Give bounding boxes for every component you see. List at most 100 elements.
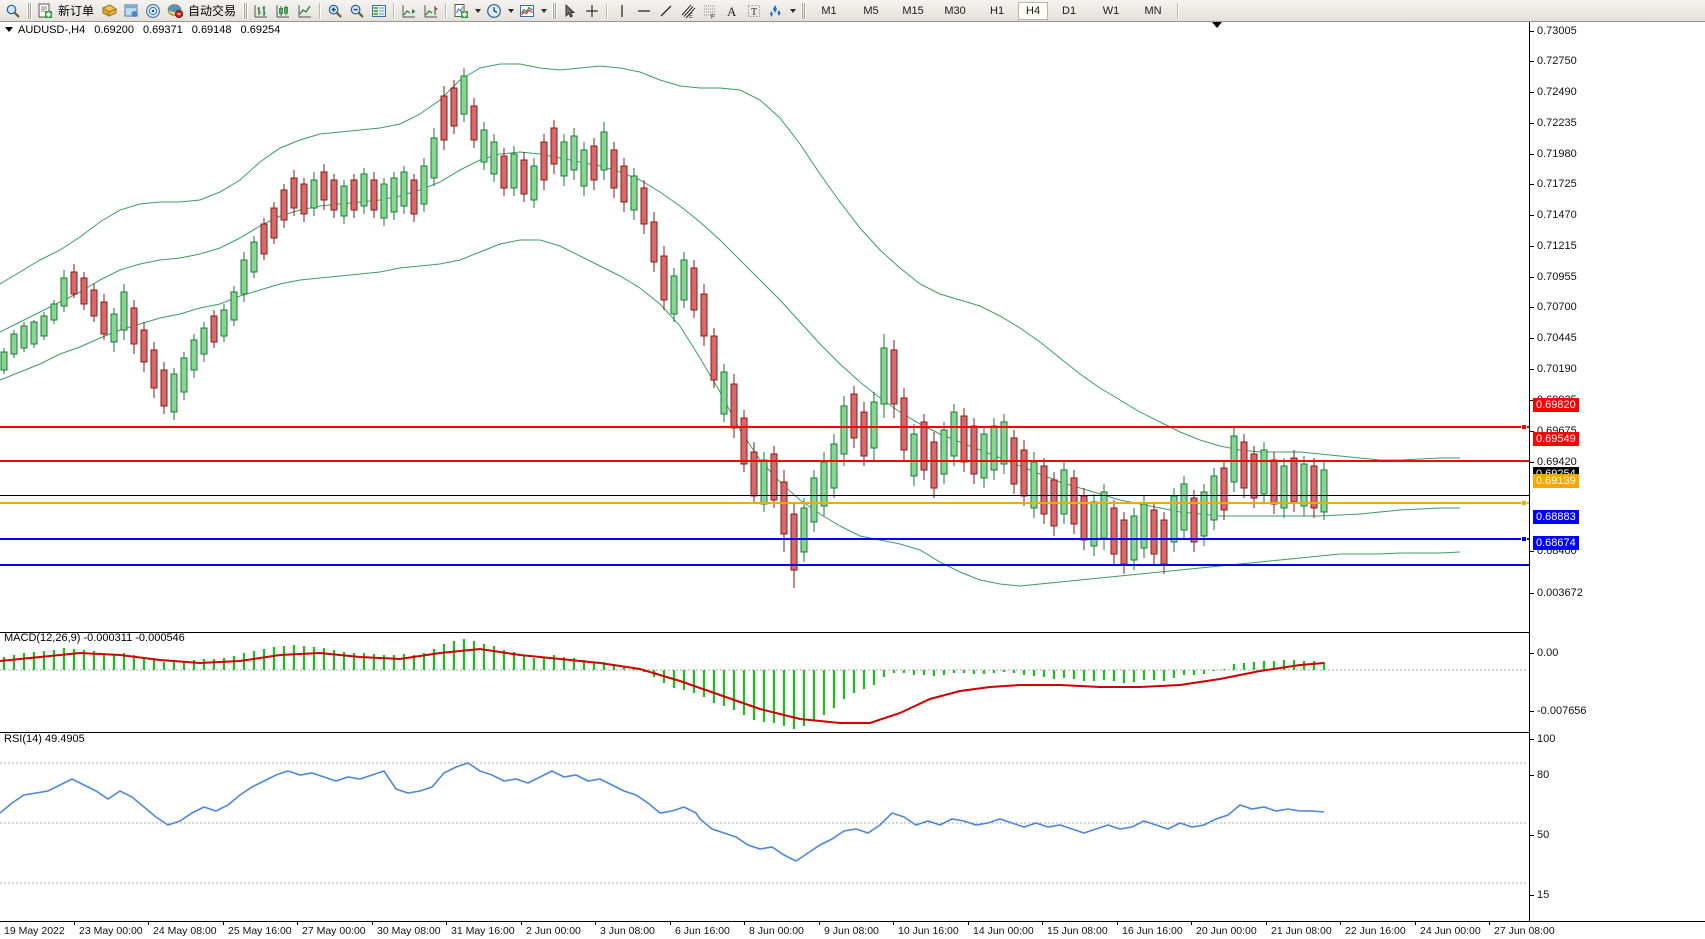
toolbar-separator-5 xyxy=(1177,2,1180,19)
time-tick: 3 Jun 08:00 xyxy=(595,921,655,937)
price-tick: 0.70700 xyxy=(1530,301,1577,313)
timeframe-d1[interactable]: D1 xyxy=(1062,4,1077,17)
level-badge-69139[interactable]: 0.69139 xyxy=(1533,474,1579,488)
time-tick: 10 Jun 16:00 xyxy=(893,921,959,937)
fibonacci-icon[interactable]: F xyxy=(699,1,721,21)
price-scale[interactable]: 0.73005 0.72750 0.72490 0.72235 0.71980 … xyxy=(1529,22,1705,939)
vertical-line-icon[interactable] xyxy=(611,1,633,21)
rsi-tick: 15 xyxy=(1529,889,1550,901)
level-badge-68674[interactable]: 0.68674 xyxy=(1533,536,1579,550)
price-chart-svg xyxy=(0,63,1461,588)
macd-tick: -0.007656 xyxy=(1530,705,1587,717)
candlestick-chart-icon[interactable] xyxy=(272,1,294,21)
timeframe-m30[interactable]: M30 xyxy=(944,4,966,17)
time-scale[interactable]: 19 May 2022 23 May 00:00 24 May 08:00 25… xyxy=(0,921,1705,939)
chart-menu-triangle-icon[interactable] xyxy=(5,27,13,32)
market-watch-icon[interactable] xyxy=(120,1,142,21)
navigator-icon[interactable] xyxy=(142,1,164,21)
timeframe-w1[interactable]: W1 xyxy=(1102,4,1120,17)
chart-window[interactable]: AUDUSD-,H4 0.69200 0.69371 0.69148 0.692… xyxy=(0,22,1705,939)
level-badge-69549[interactable]: 0.69549 xyxy=(1533,432,1579,446)
templates-dropdown-arrow[interactable] xyxy=(538,1,549,21)
time-tick: 27 May 00:00 xyxy=(297,921,366,937)
equidistant-channel-icon[interactable]: E xyxy=(677,1,699,21)
support-line-68883-handle[interactable] xyxy=(1521,536,1527,542)
svg-text:E: E xyxy=(689,14,693,19)
timeframe-mn[interactable]: MN xyxy=(1144,4,1162,17)
timeframe-h4[interactable]: H4 xyxy=(1018,1,1049,20)
data-window-icon[interactable] xyxy=(368,1,390,21)
auto-scroll-icon[interactable] xyxy=(398,1,420,21)
support-line-68674[interactable] xyxy=(0,564,1529,566)
resistance-line-69549[interactable] xyxy=(0,460,1529,462)
macd-label: MACD(12,26,9) -0.000311 -0.000546 xyxy=(4,632,185,644)
cursor-icon[interactable] xyxy=(559,1,581,21)
macd-chart-svg xyxy=(0,639,1528,729)
text-label-icon[interactable]: T xyxy=(743,1,765,21)
magnifier-icon[interactable] xyxy=(2,1,24,21)
crosshair-icon[interactable] xyxy=(581,1,603,21)
toolbar-separator-3 xyxy=(445,2,448,19)
toolbar-grip[interactable] xyxy=(27,2,32,19)
shapes-dropdown-arrow[interactable] xyxy=(787,1,798,21)
bar-chart-icon[interactable] xyxy=(250,1,272,21)
rsi-pane[interactable]: RSI(14) 49.4905 xyxy=(0,733,1529,921)
level-badge-69820[interactable]: 0.69820 xyxy=(1533,398,1579,412)
time-tick: 27 Jun 08:00 xyxy=(1489,921,1555,937)
timeframe-m15[interactable]: M15 xyxy=(902,4,924,17)
templates-icon[interactable] xyxy=(516,1,538,21)
svg-text:T: T xyxy=(751,7,757,18)
price-tick: 0.72750 xyxy=(1530,55,1577,67)
price-tick: 0.72490 xyxy=(1530,86,1577,98)
autotrading-button[interactable]: 自动交易 xyxy=(188,4,237,18)
expert-advisors-icon[interactable] xyxy=(98,1,120,21)
autotrading-icon[interactable] xyxy=(164,1,186,21)
level-badge-68883[interactable]: 0.68883 xyxy=(1533,510,1579,524)
macd-pane[interactable]: MACD(12,26,9) -0.000311 -0.000546 xyxy=(0,632,1529,732)
zoom-out-icon[interactable] xyxy=(346,1,368,21)
new-order-icon[interactable] xyxy=(34,1,56,21)
toolbar-grip-4[interactable] xyxy=(801,2,807,19)
new-order-button[interactable]: 新订单 xyxy=(58,4,95,18)
time-tick: 24 Jun 00:00 xyxy=(1415,921,1481,937)
time-tick: 9 Jun 08:00 xyxy=(819,921,879,937)
price-tick: 0.73005 xyxy=(1530,25,1577,37)
timeframe-m1[interactable]: M1 xyxy=(821,4,837,17)
chart-shift-icon[interactable] xyxy=(420,1,442,21)
current-price-line-69254 xyxy=(0,495,1529,496)
toolbar-grip-2[interactable] xyxy=(243,2,249,19)
time-tick: 14 Jun 00:00 xyxy=(968,921,1034,937)
time-tick: 20 Jun 00:00 xyxy=(1191,921,1257,937)
trendline-icon[interactable] xyxy=(655,1,677,21)
support-line-69139[interactable] xyxy=(0,502,1529,504)
time-tick: 19 May 2022 xyxy=(0,921,65,937)
line-chart-icon[interactable] xyxy=(294,1,316,21)
time-tick: 16 Jun 16:00 xyxy=(1117,921,1183,937)
rsi-tick: 100 xyxy=(1529,733,1556,745)
price-pane[interactable] xyxy=(0,22,1529,632)
timeframe-h1[interactable]: H1 xyxy=(990,4,1005,17)
shapes-icon[interactable] xyxy=(765,1,787,21)
zoom-in-icon[interactable] xyxy=(324,1,346,21)
periods-dropdown-arrow[interactable] xyxy=(505,1,516,21)
timeframe-m5[interactable]: M5 xyxy=(863,4,879,17)
text-icon[interactable]: A xyxy=(721,1,743,21)
macd-tick: 0.003672 xyxy=(1530,587,1583,599)
ohlc-close: 0.69254 xyxy=(240,23,281,36)
toolbar-grip-3[interactable] xyxy=(552,2,558,19)
time-tick: 31 May 16:00 xyxy=(446,921,515,937)
resistance-line-69820[interactable] xyxy=(0,426,1529,428)
indicators-icon[interactable] xyxy=(450,1,472,21)
indicators-dropdown-arrow[interactable] xyxy=(472,1,483,21)
ohlc-low: 0.69148 xyxy=(191,23,232,36)
rsi-chart-svg xyxy=(0,762,1528,884)
horizontal-line-icon[interactable] xyxy=(633,1,655,21)
support-line-69139-handle[interactable] xyxy=(1521,500,1527,506)
price-tick: 0.70190 xyxy=(1530,363,1577,375)
chart-top-caret-icon[interactable] xyxy=(1212,22,1222,28)
price-tick: 0.71725 xyxy=(1530,178,1577,190)
support-line-68883[interactable] xyxy=(0,538,1529,540)
periods-icon[interactable] xyxy=(483,1,505,21)
resistance-line-69820-handle[interactable] xyxy=(1521,424,1527,430)
toolbar-separator-2 xyxy=(393,2,396,19)
